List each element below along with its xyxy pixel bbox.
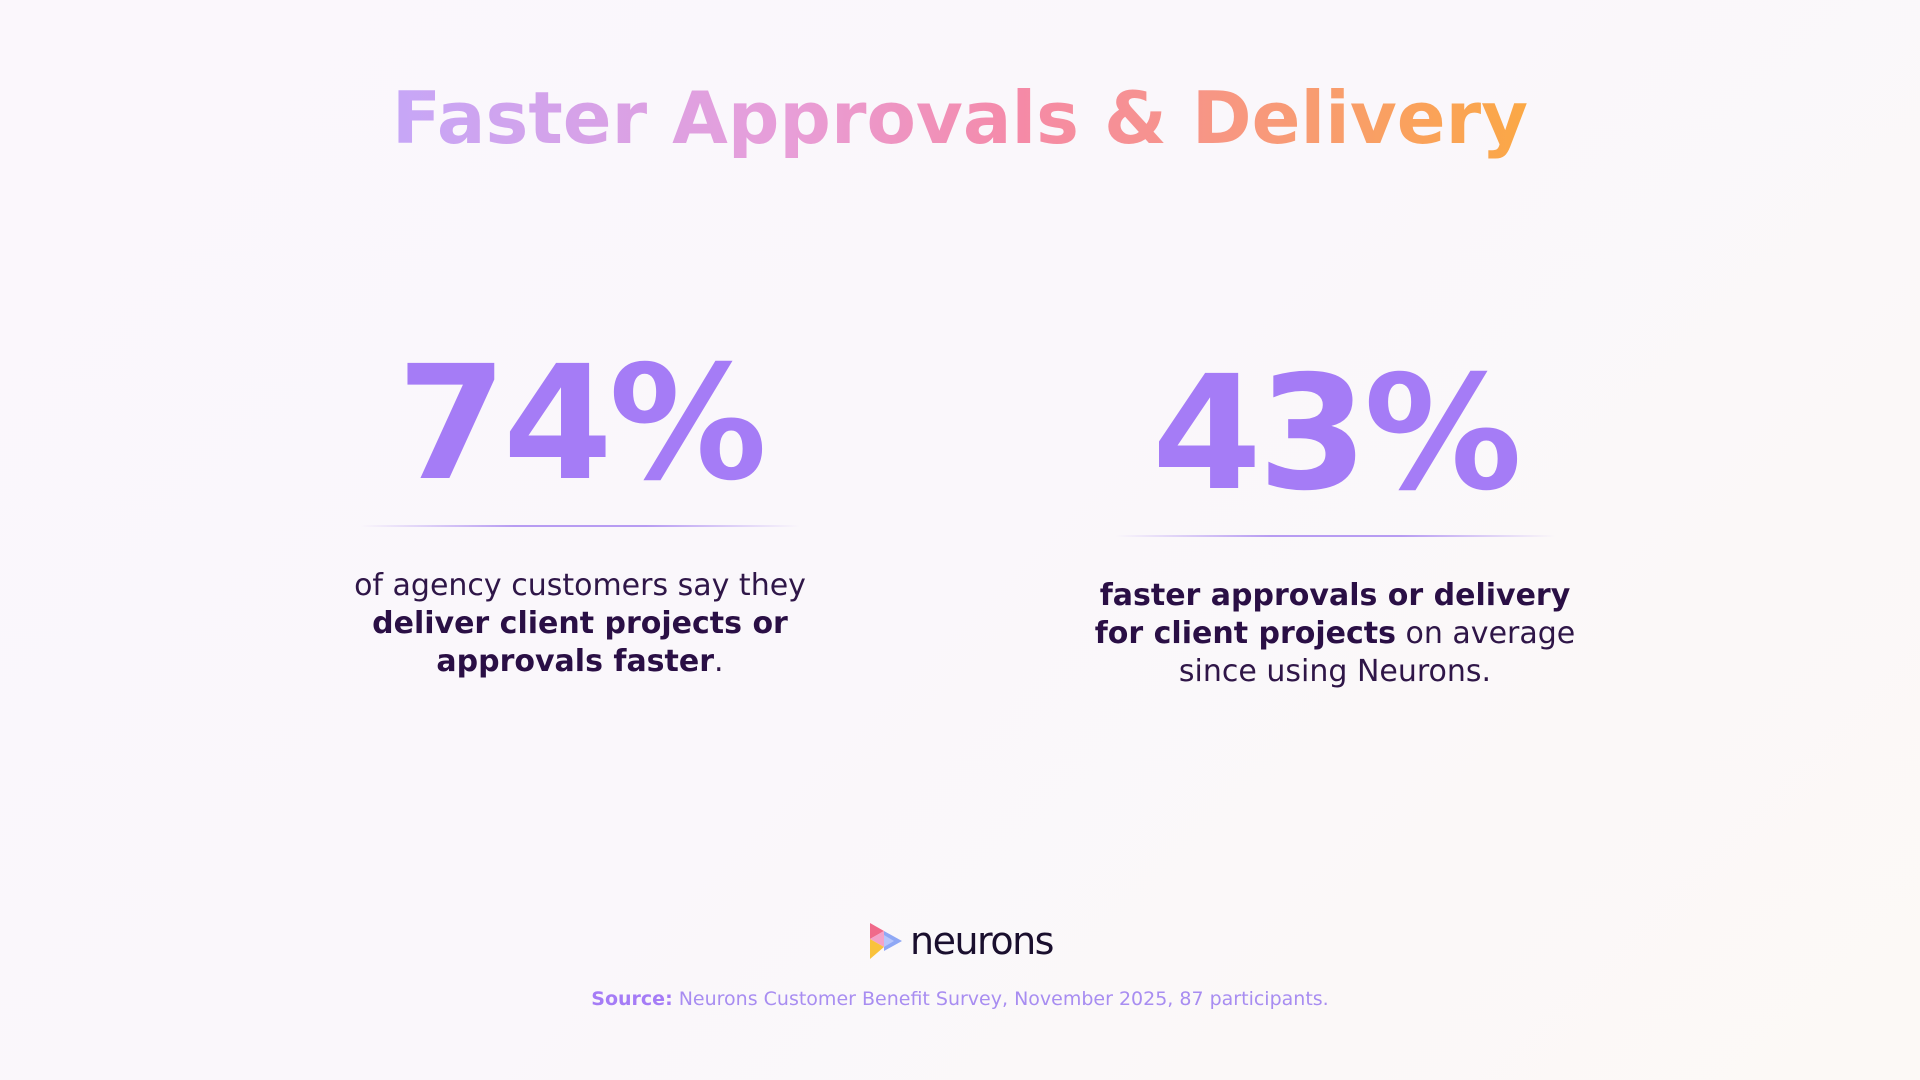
stat-divider: [1115, 535, 1555, 537]
stat-divider: [360, 525, 800, 527]
logo-wordmark: neurons: [910, 919, 1054, 963]
source-citation: Source: Neurons Customer Benefit Survey,…: [0, 988, 1920, 1010]
stat-description: of agency customers say they deliver cli…: [330, 567, 830, 681]
source-text: Neurons Customer Benefit Survey, Novembe…: [672, 988, 1329, 1010]
source-label: Source:: [591, 988, 673, 1010]
stat-card-average-speedup: 43% faster approvals or delivery for cli…: [1085, 355, 1585, 691]
stat-value: 43%: [1151, 342, 1522, 526]
stat-description-emphasis: deliver client projects or approvals fas…: [372, 606, 788, 679]
stat-description-emphasis: faster approvals or delivery for client …: [1094, 578, 1571, 651]
page-title: Faster Approvals & Delivery: [0, 82, 1920, 154]
stat-description-tail: .: [714, 644, 724, 679]
neurons-logo: neurons: [868, 919, 1054, 963]
neurons-play-logo-icon: [870, 923, 902, 959]
stat-description-text: of agency customers say they: [354, 568, 806, 603]
stat-description: faster approvals or delivery for client …: [1085, 577, 1585, 691]
stat-description-tail: on average since using Neurons.: [1178, 616, 1576, 689]
stat-card-approvals-faster: 74% of agency customers say they deliver…: [330, 345, 830, 681]
stat-value: 74%: [396, 332, 767, 516]
page-title-text: Faster Approvals & Delivery: [391, 76, 1529, 160]
